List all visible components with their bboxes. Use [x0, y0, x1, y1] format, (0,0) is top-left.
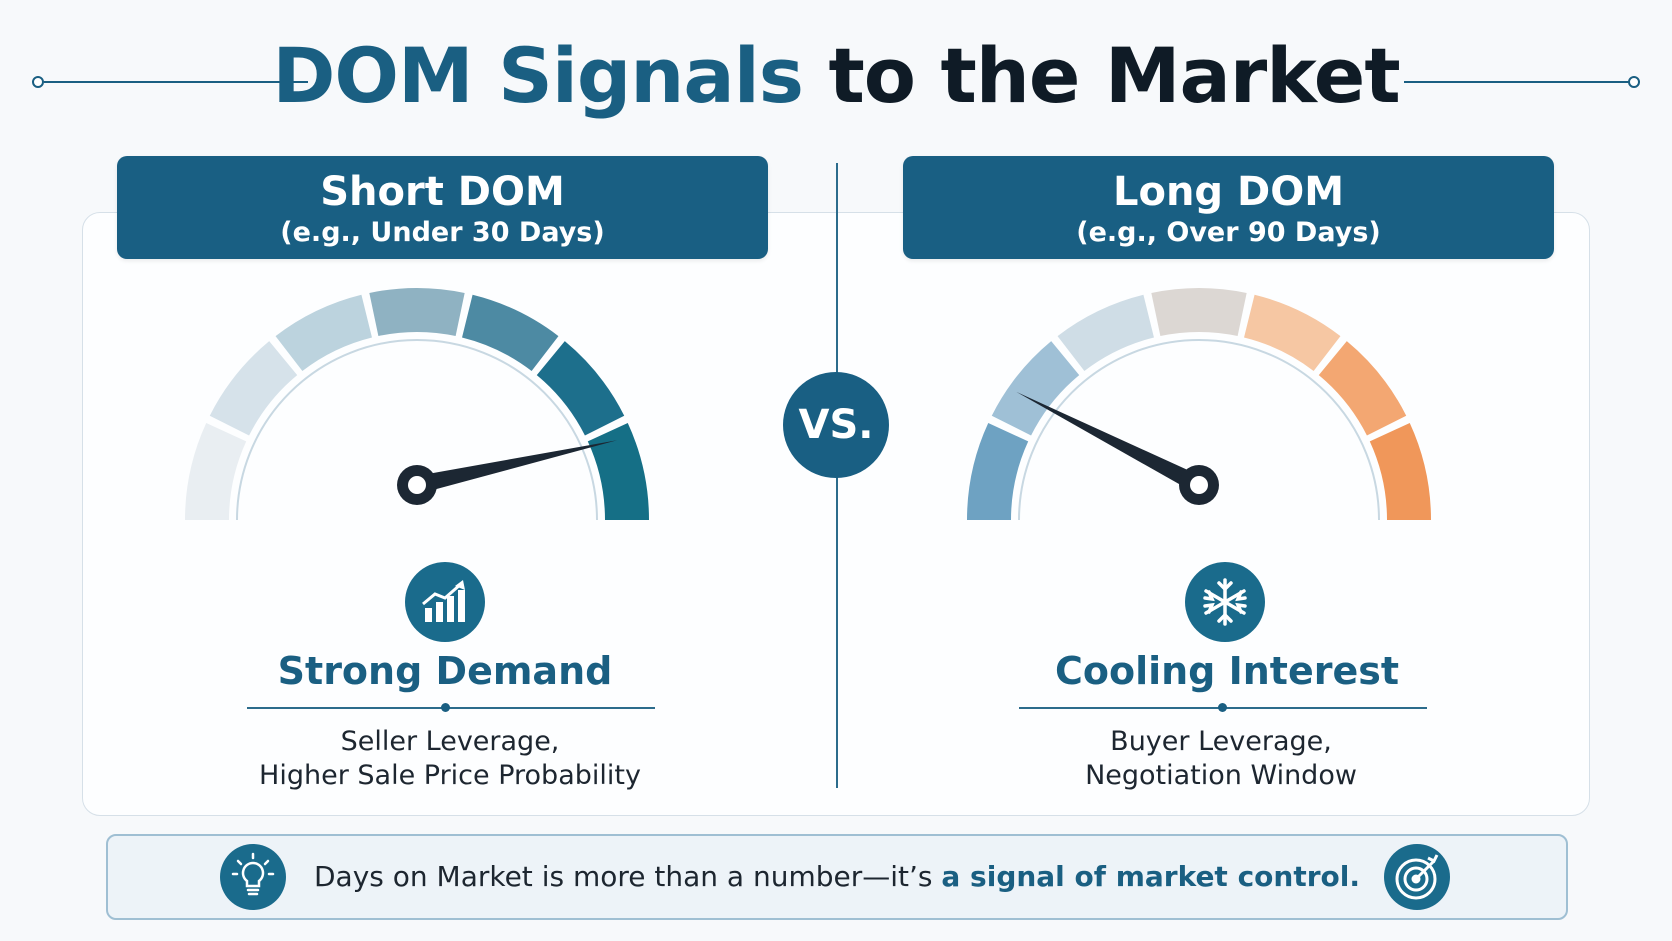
long-dom-gauge-segment-4 [1151, 288, 1247, 337]
title-right-dot [1628, 76, 1640, 88]
left-separator-dot [441, 703, 450, 712]
short-dom-gauge-segment-4 [369, 288, 465, 337]
title-left-dot [32, 76, 44, 88]
right-description-line-1: Buyer Leverage, [1110, 726, 1332, 757]
lightbulb-icon [220, 844, 286, 910]
long-dom-gauge-segment-6 [1318, 341, 1407, 436]
short-dom-title: Short DOM [320, 169, 565, 215]
long-dom-gauge-segment-1 [967, 423, 1029, 520]
page-title: DOM Signals to the Market [0, 28, 1672, 124]
left-description-line-2: Higher Sale Price Probability [259, 760, 641, 791]
right-separator-dot [1218, 703, 1227, 712]
strong-demand-label: Strong Demand [277, 649, 613, 693]
footer-message: Days on Market is more than a number—it’… [108, 836, 1566, 918]
right-description-line-2: Negotiation Window [1085, 760, 1357, 791]
long-dom-gauge-segment-7 [1369, 423, 1431, 520]
short-dom-gauge-segment-1 [185, 423, 247, 520]
rising-bar-chart-icon [405, 562, 485, 642]
long-dom-gauge-segment-3 [1057, 294, 1154, 371]
short-dom-gauge-segment-3 [275, 294, 372, 371]
long-dom-gauge-inner-track [1018, 339, 1380, 521]
long-dom-subtitle: (e.g., Over 90 Days) [1076, 217, 1381, 248]
title-left-rule [44, 81, 308, 83]
title-right-rule [1404, 81, 1632, 83]
long-dom-gauge-segment-2 [991, 341, 1080, 436]
short-dom-gauge-segment-6 [536, 341, 625, 436]
short-dom-subtitle: (e.g., Under 30 Days) [280, 217, 605, 248]
long-dom-title: Long DOM [1112, 169, 1344, 215]
long-dom-header: Long DOM (e.g., Over 90 Days) [903, 156, 1554, 259]
long-dom-gauge-needle [1016, 391, 1204, 494]
snowflake-icon [1185, 562, 1265, 642]
vs-badge: VS. [783, 372, 889, 478]
footer-text-main: Days on Market is more than a number—it’… [313, 860, 942, 893]
long-dom-gauge-segment-5 [1244, 294, 1341, 371]
short-dom-gauge-segment-7 [587, 423, 649, 520]
target-icon [1384, 844, 1450, 910]
short-dom-gauge-hub-center [408, 476, 426, 494]
footer-text-emphasis: a signal of market control. [941, 860, 1360, 893]
short-dom-gauge-inner-track [236, 339, 598, 521]
left-separator [247, 707, 655, 709]
title-part-1: DOM Signals [272, 31, 804, 120]
long-dom-gauge [967, 288, 1431, 521]
left-description-line-1: Seller Leverage, [340, 726, 560, 757]
short-dom-gauge-segment-5 [462, 294, 559, 371]
short-dom-gauge [185, 288, 649, 521]
footer-callout: Days on Market is more than a number—it’… [106, 834, 1568, 920]
cooling-interest-label: Cooling Interest [1054, 649, 1400, 693]
short-dom-gauge-needle [415, 440, 618, 494]
long-dom-gauge-hub-center [1190, 476, 1208, 494]
short-dom-gauge-segment-2 [209, 341, 298, 436]
short-dom-header: Short DOM (e.g., Under 30 Days) [117, 156, 768, 259]
title-part-2: to the Market [828, 31, 1400, 120]
